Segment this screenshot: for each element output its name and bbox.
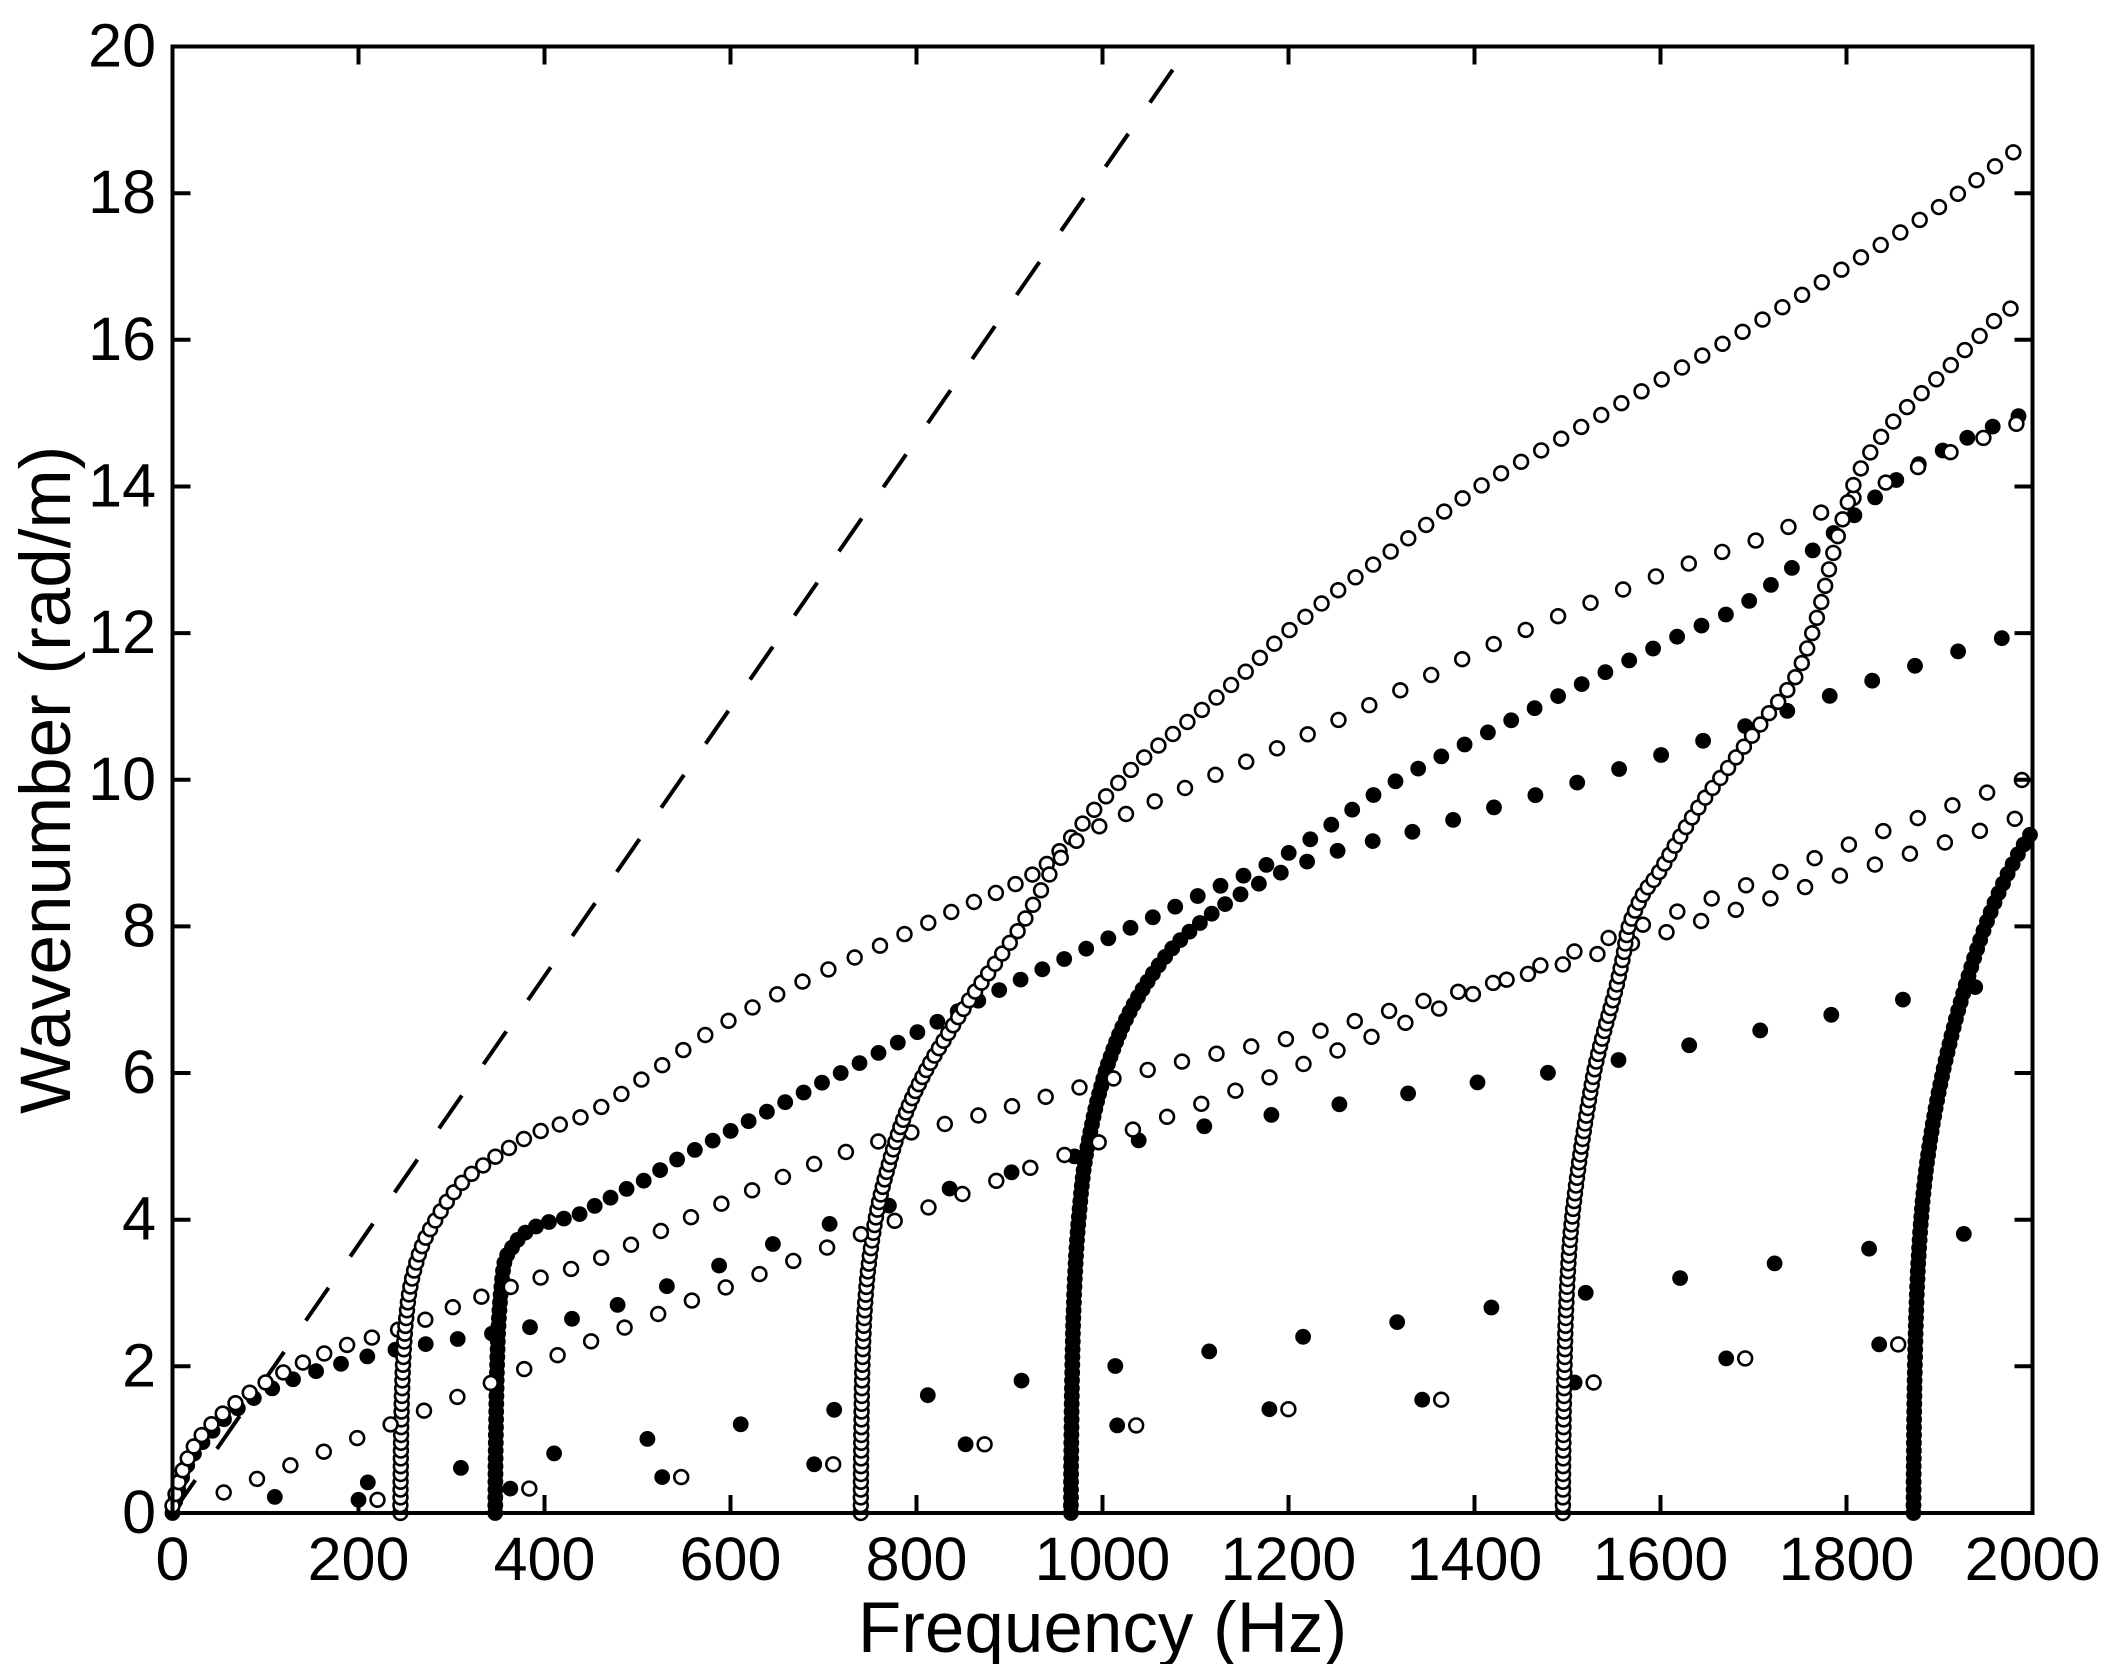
- svg-text:16: 16: [88, 305, 156, 373]
- svg-text:400: 400: [494, 1525, 596, 1593]
- svg-text:200: 200: [308, 1525, 410, 1593]
- svg-text:14: 14: [88, 452, 156, 520]
- svg-text:1600: 1600: [1593, 1525, 1729, 1593]
- svg-text:1000: 1000: [1035, 1525, 1171, 1593]
- svg-text:0: 0: [122, 1478, 156, 1546]
- svg-text:12: 12: [88, 598, 156, 666]
- svg-text:1200: 1200: [1221, 1525, 1357, 1593]
- svg-text:1400: 1400: [1407, 1525, 1543, 1593]
- svg-text:4: 4: [122, 1185, 156, 1253]
- svg-text:10: 10: [88, 745, 156, 813]
- svg-text:20: 20: [88, 12, 156, 80]
- svg-text:2000: 2000: [1965, 1525, 2101, 1593]
- svg-text:2: 2: [122, 1331, 156, 1399]
- svg-text:1800: 1800: [1779, 1525, 1915, 1593]
- svg-text:Frequency (Hz): Frequency (Hz): [858, 1589, 1347, 1664]
- svg-text:800: 800: [866, 1525, 968, 1593]
- svg-text:600: 600: [680, 1525, 782, 1593]
- svg-text:0: 0: [156, 1525, 190, 1593]
- svg-text:8: 8: [122, 891, 156, 959]
- svg-text:6: 6: [122, 1038, 156, 1106]
- svg-text:18: 18: [88, 158, 156, 226]
- svg-text:Wavenumber (rad/m): Wavenumber (rad/m): [7, 446, 86, 1114]
